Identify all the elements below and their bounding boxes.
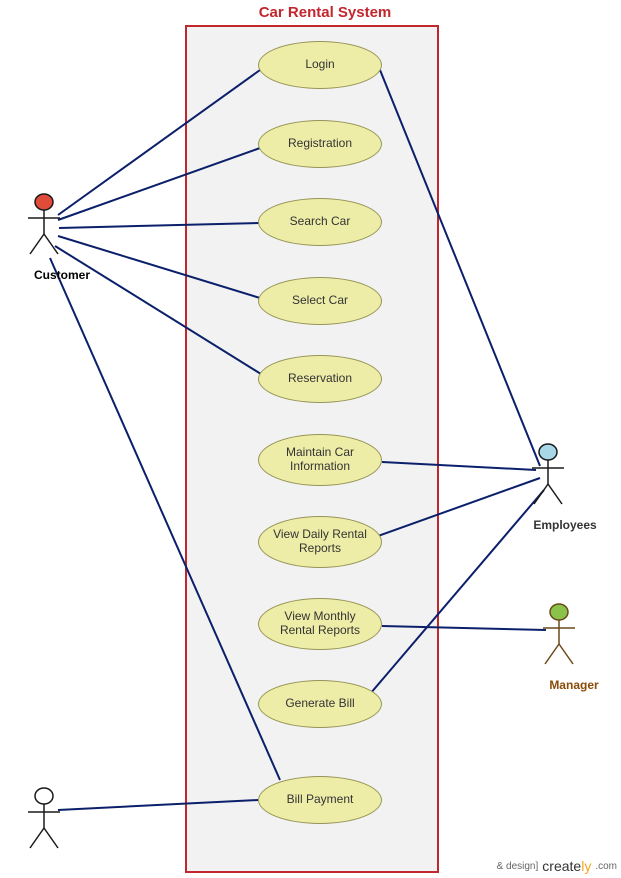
usecase-maintain: Maintain Car Information (258, 434, 382, 486)
actor-manager-label: Manager (534, 678, 614, 692)
actor-employees-icon (528, 442, 568, 506)
diagram-canvas: { "title": { "text": "Car Rental System"… (0, 0, 621, 878)
footer-brand: creately (542, 858, 591, 874)
usecase-searchcar: Search Car (258, 198, 382, 246)
usecase-monthlyrep: View Monthly Rental Reports (258, 598, 382, 650)
diagram-title: Car Rental System (245, 4, 405, 21)
actor-customer-label: Customer (22, 268, 102, 282)
usecase-registration: Registration (258, 120, 382, 168)
actor-manager-icon (539, 602, 579, 666)
creately-logo: & design] creately .com (497, 858, 617, 874)
actor-payer-icon (24, 786, 64, 850)
actor-employees-label: Employees (520, 518, 610, 532)
usecase-login: Login (258, 41, 382, 89)
usecase-genbill: Generate Bill (258, 680, 382, 728)
usecase-selectcar: Select Car (258, 277, 382, 325)
usecase-reservation: Reservation (258, 355, 382, 403)
footer-prefix: & design] (497, 861, 539, 872)
usecase-dailyrep: View Daily Rental Reports (258, 516, 382, 568)
usecase-billpay: Bill Payment (258, 776, 382, 824)
footer-suffix: .com (595, 861, 617, 872)
actor-customer-icon (24, 192, 64, 256)
